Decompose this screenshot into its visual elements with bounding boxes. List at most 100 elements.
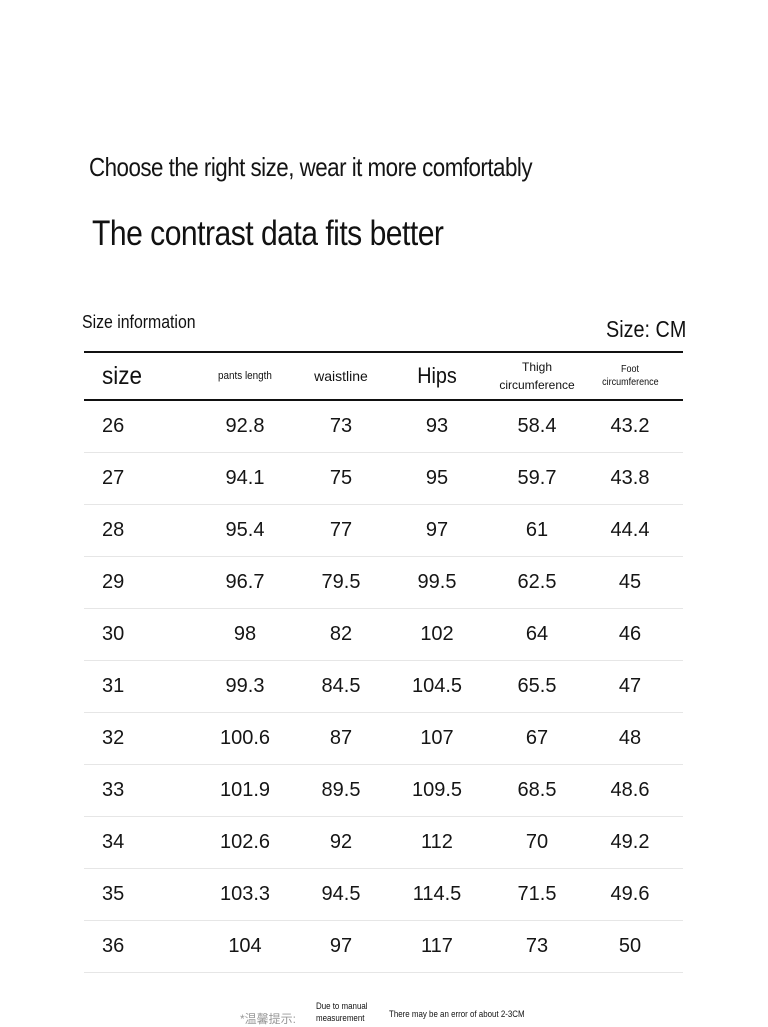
cell-hips: 104.5 — [411, 675, 463, 697]
cell-waistline: 94.5 — [321, 883, 361, 905]
header-foot-label-line1: Foot — [620, 364, 639, 375]
cell-foot: 44.4 — [610, 519, 650, 541]
cell-hips: 99.5 — [417, 571, 457, 593]
table-row: 29 96.7 79.5 99.5 62.5 45 — [84, 557, 683, 609]
size-table: size pants length waistline Hips Thigh c… — [84, 351, 683, 973]
cell-foot: 43.8 — [610, 467, 650, 489]
table-header-row: size pants length waistline Hips Thigh c… — [84, 351, 683, 401]
cell-size: 27 — [102, 467, 125, 489]
cell-foot: 48.6 — [610, 779, 650, 801]
cell-size: 29 — [102, 571, 125, 593]
header-hips-label: Hips — [417, 363, 457, 388]
cell-foot: 49.6 — [610, 883, 650, 905]
footer-manual-line2: measurement — [316, 1013, 365, 1023]
footer-error-note: There may be an error of about 2-3CM — [389, 1009, 525, 1019]
table-row: 34 102.6 92 112 70 49.2 — [84, 817, 683, 869]
header-foot-label-line2: circumference — [601, 377, 659, 388]
cell-thigh: 61 — [525, 519, 549, 541]
cell-size: 28 — [102, 519, 125, 541]
cell-foot: 43.2 — [610, 415, 650, 437]
cell-waistline: 84.5 — [321, 675, 361, 697]
cell-waistline: 73 — [329, 415, 353, 437]
cell-size: 36 — [102, 935, 125, 957]
cell-hips: 112 — [421, 831, 453, 853]
cell-waistline: 87 — [329, 727, 353, 749]
header-pants-length-label: pants length — [218, 369, 272, 382]
cell-hips: 95 — [425, 467, 449, 489]
cell-hips: 97 — [425, 519, 449, 541]
table-row: 32 100.6 87 107 67 48 — [84, 713, 683, 765]
cell-pants-length: 104 — [228, 935, 262, 957]
cell-waistline: 79.5 — [321, 571, 361, 593]
cell-pants-length: 100.6 — [219, 727, 271, 749]
unit-label: Size: CM — [605, 316, 686, 342]
cell-pants-length: 103.3 — [219, 883, 271, 905]
cell-foot: 49.2 — [610, 831, 650, 853]
footer-manual-note: Due to manual measurement — [316, 1000, 368, 1024]
cell-size: 32 — [102, 727, 125, 749]
cell-size: 34 — [102, 831, 125, 853]
subheadline: The contrast data fits better — [92, 214, 444, 253]
cell-waistline: 89.5 — [321, 779, 361, 801]
footer-tip: *温馨提示: — [240, 1012, 297, 1026]
header-thigh-label-line1: Thigh — [521, 360, 553, 374]
footer-manual-line1: Due to manual — [316, 1001, 368, 1011]
header-cell-hips: Hips — [377, 363, 497, 389]
header-cell-pants-length: pants length — [185, 370, 305, 383]
cell-waistline: 75 — [329, 467, 353, 489]
cell-pants-length: 92.8 — [225, 415, 265, 437]
cell-pants-length: 95.4 — [225, 519, 265, 541]
cell-pants-length: 94.1 — [225, 467, 265, 489]
cell-foot: 46 — [618, 623, 642, 645]
footer-note: *温馨提示: Due to manual measurement There m… — [0, 998, 768, 1026]
header-cell-waistline: waistline — [305, 368, 377, 384]
cell-pants-length: 96.7 — [225, 571, 265, 593]
header-cell-thigh: Thigh circumference — [497, 358, 577, 394]
cell-pants-length: 101.9 — [219, 779, 271, 801]
cell-foot: 50 — [618, 935, 642, 957]
cell-hips: 107 — [420, 727, 454, 749]
cell-foot: 47 — [618, 675, 642, 697]
cell-thigh: 59.7 — [517, 467, 557, 489]
cell-hips: 102 — [420, 623, 454, 645]
header-thigh-label-line2: circumference — [499, 378, 575, 392]
cell-hips: 114.5 — [412, 883, 462, 905]
cell-waistline: 97 — [329, 935, 353, 957]
table-title: Size information — [82, 312, 196, 332]
cell-pants-length: 102.6 — [219, 831, 271, 853]
cell-thigh: 70 — [525, 831, 549, 853]
cell-thigh: 71.5 — [517, 883, 557, 905]
cell-hips: 117 — [421, 935, 453, 957]
cell-hips: 93 — [425, 415, 449, 437]
cell-size: 30 — [102, 623, 125, 645]
cell-size: 35 — [102, 883, 125, 905]
table-row: 26 92.8 73 93 58.4 43.2 — [84, 401, 683, 453]
headline: Choose the right size, wear it more comf… — [89, 152, 533, 182]
header-cell-foot: Foot circumference — [577, 363, 683, 389]
cell-foot: 48 — [618, 727, 642, 749]
header-cell-size: size — [84, 362, 185, 391]
cell-foot: 45 — [618, 571, 642, 593]
cell-thigh: 58.4 — [517, 415, 557, 437]
table-row: 36 104 97 117 73 50 — [84, 921, 683, 973]
cell-waistline: 77 — [329, 519, 353, 541]
table-row: 33 101.9 89.5 109.5 68.5 48.6 — [84, 765, 683, 817]
table-row: 28 95.4 77 97 61 44.4 — [84, 505, 683, 557]
cell-hips: 109.5 — [411, 779, 463, 801]
cell-thigh: 67 — [525, 727, 549, 749]
table-body: 26 92.8 73 93 58.4 43.2 27 94.1 75 95 59.7 43.8 28 95… — [84, 401, 683, 973]
table-row: 30 98 82 102 64 46 — [84, 609, 683, 661]
cell-waistline: 82 — [329, 623, 353, 645]
cell-thigh: 73 — [525, 935, 549, 957]
table-row: 31 99.3 84.5 104.5 65.5 47 — [84, 661, 683, 713]
cell-pants-length: 99.3 — [225, 675, 265, 697]
cell-waistline: 92 — [329, 831, 353, 853]
table-row: 27 94.1 75 95 59.7 43.8 — [84, 453, 683, 505]
header-waistline-label: waistline — [314, 368, 368, 384]
cell-thigh: 62.5 — [517, 571, 557, 593]
cell-size: 26 — [102, 415, 125, 437]
cell-size: 31 — [102, 675, 125, 697]
table-row: 35 103.3 94.5 114.5 71.5 49.6 — [84, 869, 683, 921]
cell-thigh: 68.5 — [517, 779, 557, 801]
